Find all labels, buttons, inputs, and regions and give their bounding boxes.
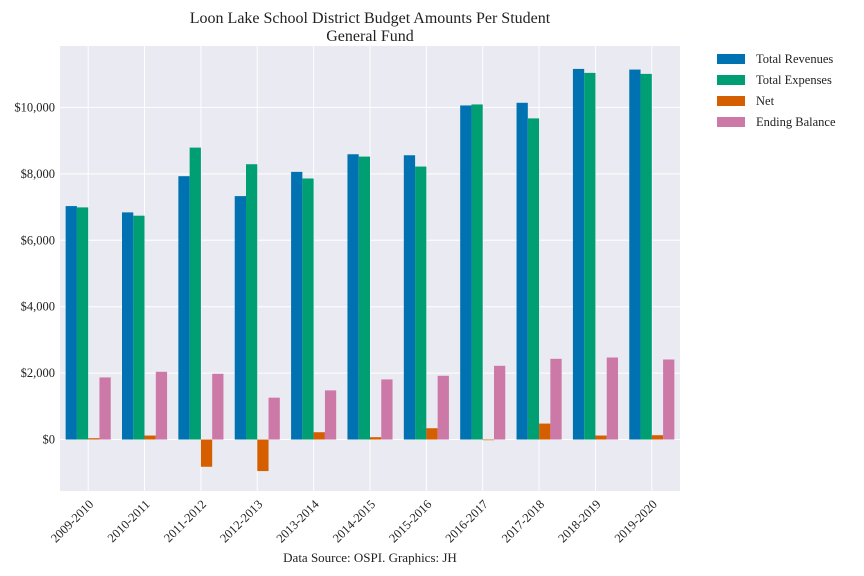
- y-tick-label: $2,000: [21, 366, 55, 380]
- bar-net-2014-2015: [370, 437, 382, 440]
- y-tick-label: $6,000: [21, 233, 55, 247]
- bar-ending-balance-2015-2016: [437, 375, 449, 440]
- x-tick-label: 2017-2018: [499, 497, 547, 545]
- chart-title: Loon Lake School District Budget Amounts…: [190, 10, 551, 27]
- y-tick-label: $4,000: [21, 300, 55, 314]
- bar-total-expenses-2015-2016: [415, 166, 427, 440]
- bar-total-expenses-2009-2010: [76, 207, 89, 440]
- x-axis-label: Data Source: OSPI. Graphics: JH: [283, 550, 457, 565]
- legend-swatch: [717, 75, 745, 85]
- bar-net-2018-2019: [595, 435, 607, 440]
- bar-ending-balance-2011-2012: [212, 373, 224, 440]
- bar-total-revenues-2010-2011: [122, 212, 134, 440]
- bar-total-revenues-2015-2016: [403, 155, 416, 440]
- bar-net-2013-2014: [313, 432, 325, 440]
- legend-swatch: [717, 54, 745, 64]
- legend-swatch: [717, 96, 745, 106]
- x-tick-label: 2014-2015: [330, 497, 378, 545]
- bar-ending-balance-2019-2020: [663, 359, 675, 440]
- bar-net-2016-2017: [482, 439, 494, 441]
- bar-total-expenses-2017-2018: [527, 118, 540, 440]
- bar-net-2009-2010: [88, 438, 100, 440]
- bar-total-expenses-2018-2019: [584, 72, 596, 440]
- legend: Total Revenues Total Expenses Net Ending Ba…: [717, 52, 836, 129]
- x-tick-label: 2016-2017: [443, 497, 491, 545]
- bar-ending-balance-2017-2018: [550, 358, 562, 440]
- legend-swatch: [717, 117, 745, 127]
- bar-ending-balance-2013-2014: [324, 390, 337, 440]
- bars: [65, 68, 675, 472]
- bar-total-expenses-2014-2015: [358, 156, 370, 440]
- bar-net-2011-2012: [200, 439, 213, 467]
- bar-total-expenses-2012-2013: [246, 164, 258, 440]
- bar-total-revenues-2018-2019: [572, 68, 585, 440]
- bar-ending-balance-2012-2013: [268, 397, 280, 440]
- bar-net-2019-2020: [651, 435, 664, 440]
- bar-total-revenues-2013-2014: [291, 171, 303, 440]
- y-tick-label: $8,000: [21, 167, 55, 181]
- legend-label: Total Expenses: [756, 73, 832, 87]
- x-tick-label: 2009-2010: [48, 497, 96, 545]
- bar-ending-balance-2010-2011: [155, 371, 168, 440]
- x-axis: 2009-2010 2010-2011 2011-2012 2012-2013 2013…: [48, 497, 660, 546]
- y-tick-label: $10,000: [14, 100, 55, 114]
- bar-total-revenues-2019-2020: [629, 69, 641, 440]
- bar-total-revenues-2009-2010: [65, 206, 77, 440]
- bar-total-expenses-2019-2020: [640, 73, 652, 440]
- bar-net-2017-2018: [539, 423, 551, 440]
- bar-ending-balance-2016-2017: [494, 365, 506, 440]
- bar-total-revenues-2014-2015: [347, 154, 359, 440]
- legend-label: Ending Balance: [756, 115, 836, 129]
- bar-ending-balance-2009-2010: [99, 377, 111, 440]
- legend-label: Net: [756, 94, 775, 108]
- bar-total-expenses-2011-2012: [189, 147, 201, 440]
- x-tick-label: 2010-2011: [105, 497, 153, 545]
- x-tick-label: 2013-2014: [274, 497, 323, 546]
- bar-total-revenues-2016-2017: [460, 105, 472, 440]
- x-tick-label: 2019-2020: [612, 497, 660, 545]
- bar-net-2012-2013: [257, 439, 269, 472]
- bar-total-revenues-2011-2012: [178, 176, 190, 440]
- bar-ending-balance-2014-2015: [381, 379, 393, 440]
- bar-total-expenses-2013-2014: [302, 178, 314, 440]
- bar-ending-balance-2018-2019: [606, 357, 618, 440]
- bar-net-2010-2011: [144, 435, 156, 440]
- y-tick-label: $0: [43, 433, 56, 447]
- y-axis: $0 $2,000 $4,000 $6,000 $8,000 $10,000: [14, 100, 55, 446]
- bar-total-revenues-2017-2018: [516, 102, 528, 440]
- x-tick-label: 2018-2019: [555, 497, 603, 545]
- bar-total-revenues-2012-2013: [234, 196, 246, 440]
- bar-total-expenses-2016-2017: [471, 104, 483, 440]
- bar-net-2015-2016: [426, 428, 438, 440]
- chart-subtitle: General Fund: [326, 28, 414, 45]
- x-tick-label: 2012-2013: [217, 497, 265, 545]
- bar-total-expenses-2010-2011: [133, 215, 145, 440]
- x-tick-label: 2011-2012: [161, 497, 209, 545]
- legend-label: Total Revenues: [756, 52, 833, 66]
- x-tick-label: 2015-2016: [386, 497, 434, 545]
